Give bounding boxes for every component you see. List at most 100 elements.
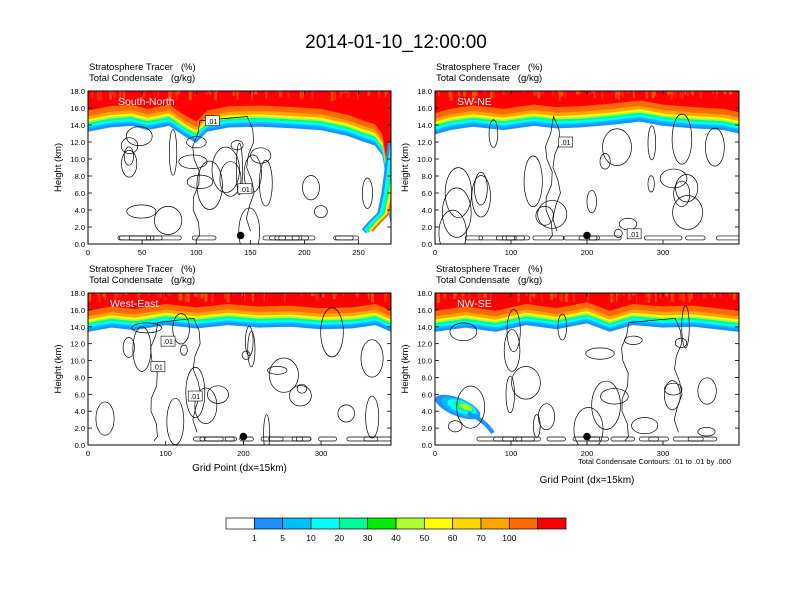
tracer-stripe [558,91,561,101]
y-tick-label: 2.0 [75,424,85,433]
tracer-stripe [728,91,733,95]
tracer-stripe [572,293,576,303]
tracer-stripe [666,293,669,298]
tracer-stripe [529,293,532,303]
location-marker [583,231,591,240]
tracer-stripe [651,91,655,99]
colorbar-label: 100 [502,533,516,543]
condensate-contour [664,380,681,411]
y-axis-label: Height (km) [400,344,411,393]
tracer-band-8 [88,91,391,203]
tracer-stripe [502,91,506,95]
tracer-stripe [667,91,670,95]
tracer-stripe [110,91,114,95]
tracer-stripe [507,91,511,93]
x-axis-label: Grid Point (dx=15km) [540,475,635,486]
y-tick-label: 12.0 [417,138,432,147]
x-tick-label: 100 [505,449,518,458]
condensate-contour [705,127,725,167]
tracer-stripe [672,91,675,97]
tracer-stripe [340,91,342,98]
tracer-stripe [477,293,481,299]
condensate-contour [320,307,344,358]
condensate-contour [671,113,693,165]
tracer-stripe [341,91,344,95]
header-line-tracer: Stratosphere Tracer (%) [436,62,543,73]
tracer-stripe [301,91,304,100]
tracer-stripe [542,91,545,95]
tracer-stripe [702,293,707,299]
tracer-stripe [310,293,315,296]
condensate-contour [488,119,499,148]
condensate-contour [503,329,521,372]
condensate-contour [602,128,632,166]
tracer-stripe [244,293,246,302]
tracer-stripe [568,91,570,93]
condensate-contour [337,404,355,423]
tracer-stripe [158,293,162,298]
tracer-stripe [674,91,677,98]
y-tick-label: 4.0 [75,206,85,215]
condensate-contour [95,401,115,436]
condensate-contour-low [638,436,659,442]
tracer-stripe [97,91,100,101]
header-line-condensate: Total Condensate (g/kg) [436,73,543,84]
condensate-contour [675,174,699,203]
y-tick-label: 16.0 [70,104,85,113]
colorbar-label: 70 [476,533,486,543]
tracer-intrusion [371,195,391,232]
condensate-contour [537,200,568,229]
condensate-contour [613,228,623,238]
tracer-stripe [468,293,471,300]
tracer-stripe [659,293,662,300]
condensate-contour [121,149,138,178]
tracer-stripe [104,293,106,300]
tracer-stripe [444,293,446,299]
tracer-stripe [593,91,596,98]
tracer-stripe [692,91,694,96]
tracer-stripe [254,91,258,95]
tracer-stripe [175,91,178,100]
condensate-contour [247,331,256,368]
y-tick-label: 8.0 [75,172,85,181]
condensate-contour-low [643,235,683,241]
x-tick-label: 250 [352,248,365,257]
tracer-stripe [517,293,520,302]
condensate-contour [523,155,543,208]
tracer-stripe [732,293,736,300]
panel-header-sw-ne: Stratosphere Tracer (%) Total Condensate… [436,62,543,84]
tracer-stripe [699,91,702,99]
colorbar-swatch [225,517,255,530]
tracer-stripe [550,293,554,297]
y-tick-label: 10.0 [70,357,85,366]
condensate-contour [647,175,655,193]
condensate-contour [474,171,488,206]
tracer-stripe [119,91,122,99]
tracer-stripe [728,293,731,296]
condensate-contour [557,313,568,341]
panel-label: NW-SE [457,298,492,310]
condensate-contour [532,414,541,438]
condensate-contour-low [610,436,635,442]
condensate-contour [444,167,472,218]
y-tick-label: 14.0 [417,323,432,332]
condensate-contour [296,383,308,394]
condensate-contour [360,339,384,378]
condensate-contour-low [546,436,566,442]
tracer-stripe [164,293,167,301]
contour-label-box [187,390,203,402]
condensate-contour [697,427,716,437]
plot-area: .01 .01 [88,91,391,244]
y-axis-label: Height (km) [53,344,64,393]
condensate-contour [172,313,190,345]
condensate-contour [168,129,178,176]
tracer-stripe [645,293,647,303]
header-line-condensate: Total Condensate (g/kg) [436,275,543,286]
condensate-contour [154,206,183,235]
tracer-stripe [209,91,211,95]
condensate-contour [365,395,380,439]
tracer-stripe [485,293,487,302]
tracer-band-3 [88,91,391,217]
condensate-contour [250,147,272,164]
tracer-stripe [321,293,325,298]
